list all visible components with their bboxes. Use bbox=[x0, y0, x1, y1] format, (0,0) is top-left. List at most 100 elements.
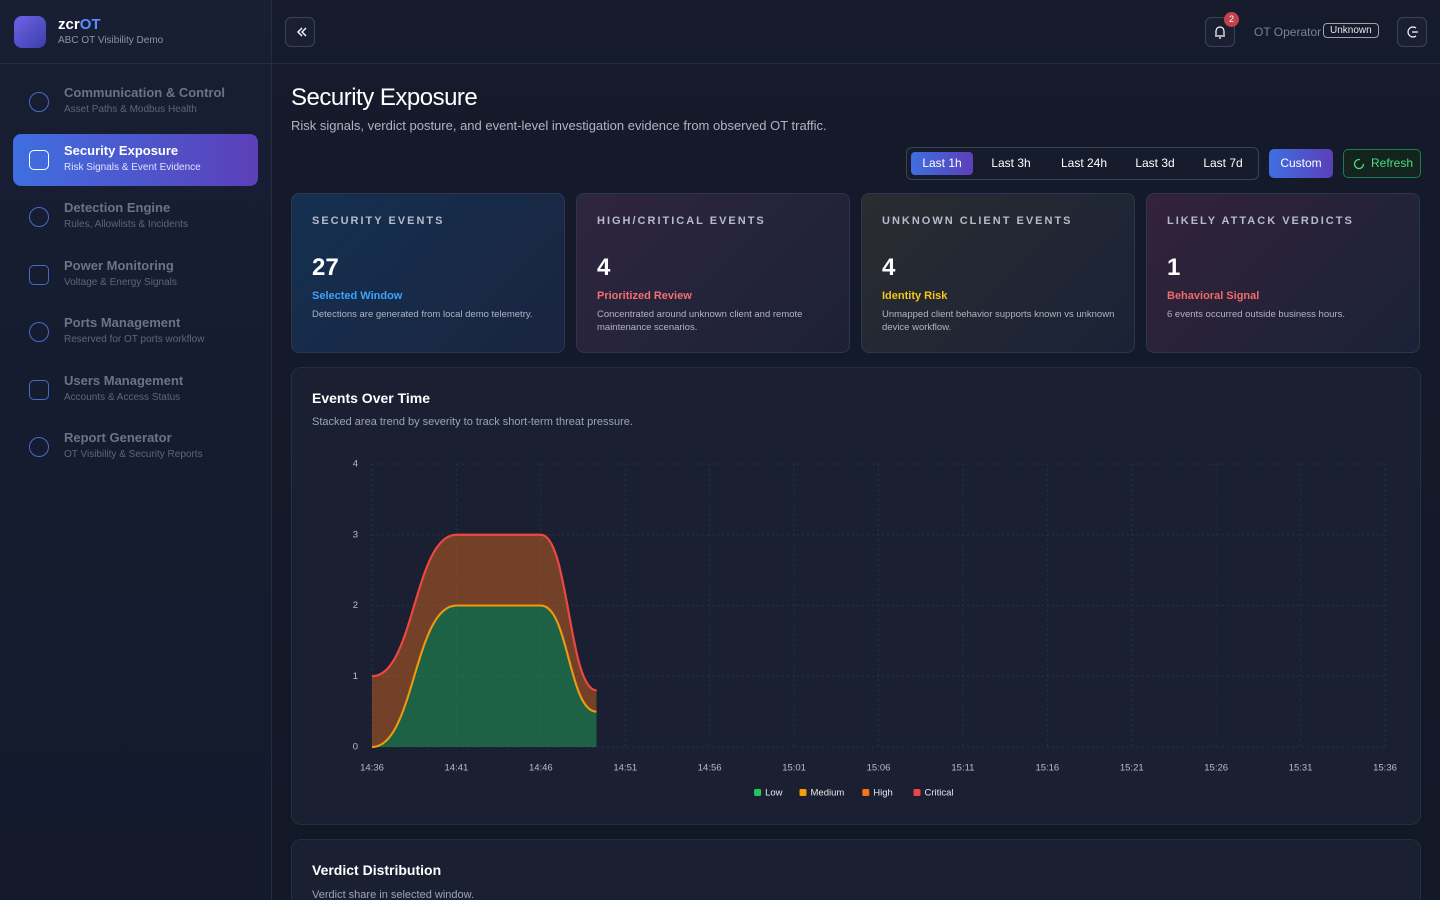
verdict-subtitle: Verdict share in selected window. bbox=[312, 889, 475, 900]
custom-button[interactable]: Custom bbox=[1269, 149, 1333, 178]
chart-title: Events Over Time bbox=[312, 390, 431, 406]
nav-item[interactable]: Detection Engine Rules, Allowlists & Inci… bbox=[13, 191, 258, 243]
page-title: Security Exposure bbox=[291, 84, 478, 111]
area bbox=[372, 534, 597, 747]
nav-subtitle: Risk Signals & Event Evidence bbox=[64, 161, 201, 173]
nav-item[interactable]: Power Monitoring Voltage & Energy Signals bbox=[13, 249, 258, 301]
kpi-value: 4 bbox=[882, 254, 896, 281]
y-tick-label: 0 bbox=[353, 742, 358, 753]
x-tick-label: 15:21 bbox=[1120, 763, 1144, 774]
kpi-card: LIKELY ATTACK VERDICTS 1 Behavioral Signal… bbox=[1146, 193, 1420, 353]
collapse-button[interactable] bbox=[285, 17, 315, 47]
kpi-tag: Identity Risk bbox=[882, 290, 948, 302]
area-line bbox=[371, 604, 597, 748]
y-tick-label: 1 bbox=[353, 671, 358, 682]
y-tick-label: 2 bbox=[353, 600, 358, 611]
time-range-group: Last 1h Last 3h Last 24h Last 3d Last 7d bbox=[906, 147, 1259, 180]
x-tick-label: 14:56 bbox=[698, 763, 722, 774]
kpi-label: SECURITY EVENTS bbox=[312, 215, 445, 227]
legend-swatch bbox=[799, 789, 807, 796]
kpi-card: UNKNOWN CLIENT EVENTS 4 Identity Risk Unmap… bbox=[861, 193, 1135, 353]
logout-button[interactable] bbox=[1397, 17, 1427, 47]
events-chart-card: Events Over Time Stacked area trend by s… bbox=[291, 367, 1421, 825]
user-role: Unknown bbox=[1323, 23, 1379, 38]
area bbox=[372, 605, 597, 747]
legend-swatch bbox=[913, 789, 921, 796]
x-tick-label: 15:11 bbox=[951, 763, 974, 774]
nav-subtitle: OT Visibility & Security Reports bbox=[64, 449, 203, 460]
nav-subtitle: Reserved for OT ports workflow bbox=[64, 334, 205, 345]
kpi-tag: Prioritized Review bbox=[597, 290, 692, 302]
x-tick-label: 15:31 bbox=[1289, 763, 1313, 774]
area-line bbox=[371, 533, 597, 692]
nav-subtitle: Asset Paths & Modbus Health bbox=[64, 104, 197, 115]
kpi-label: UNKNOWN CLIENT EVENTS bbox=[882, 215, 1073, 227]
logout-icon bbox=[1407, 26, 1418, 38]
time-range-button[interactable]: Last 7d bbox=[1203, 156, 1243, 170]
chart-subtitle: Stacked area trend by severity to track … bbox=[312, 416, 633, 428]
sidebar: zcrOT ABC OT Visibility Demo Communicati… bbox=[0, 0, 272, 900]
user-name: OT Operator bbox=[1254, 25, 1322, 39]
notifications-button[interactable] bbox=[1205, 17, 1235, 47]
bell-icon bbox=[1215, 26, 1225, 39]
nav-item[interactable]: Report Generator OT Visibility & Security… bbox=[13, 421, 258, 473]
kpi-card: SECURITY EVENTS 27 Selected Window Detectio… bbox=[291, 193, 565, 353]
brand-name-main: zcr bbox=[58, 16, 80, 33]
nav-subtitle: Voltage & Energy Signals bbox=[64, 276, 177, 288]
kpi-value: 4 bbox=[597, 254, 611, 281]
nav-title: Security Exposure bbox=[64, 142, 179, 158]
nav-title: Power Monitoring bbox=[64, 257, 174, 273]
x-tick-label: 15:26 bbox=[1204, 763, 1228, 774]
time-range-button[interactable]: Last 1h bbox=[911, 152, 973, 175]
kpi-note: Concentrated around unknown client and r… bbox=[597, 309, 803, 333]
nav-item[interactable]: Communication & Control Asset Paths & Mod… bbox=[13, 76, 258, 128]
verdict-title: Verdict Distribution bbox=[312, 862, 442, 878]
nav-title: Ports Management bbox=[64, 315, 181, 330]
legend-label: High bbox=[873, 788, 893, 799]
x-tick-label: 14:41 bbox=[445, 763, 469, 774]
refresh-button[interactable]: Refresh bbox=[1343, 149, 1421, 178]
nav-icon bbox=[29, 322, 49, 342]
legend-swatch bbox=[754, 789, 762, 796]
nav-title: Communication & Control bbox=[64, 85, 226, 100]
brand-accent: OT bbox=[79, 16, 101, 33]
kpi-note: Unmapped client behavior supports known … bbox=[882, 309, 1115, 333]
nav-title: Report Generator bbox=[64, 430, 172, 445]
brand-name: zcrOT bbox=[58, 16, 101, 33]
nav-item[interactable]: Security Exposure Risk Signals & Event Ev… bbox=[13, 133, 258, 186]
topbar bbox=[272, 0, 1440, 64]
nav-icon bbox=[29, 149, 49, 170]
page-subtitle: Risk signals, verdict posture, and event… bbox=[291, 118, 827, 133]
x-tick-label: 15:36 bbox=[1373, 763, 1397, 774]
y-tick-label: 3 bbox=[353, 529, 358, 540]
nav-icon bbox=[29, 379, 49, 400]
time-range-button[interactable]: Last 3d bbox=[1135, 156, 1175, 170]
notification-count: 2 bbox=[1224, 12, 1239, 27]
nav-icon bbox=[29, 437, 49, 457]
kpi-note: 6 events occurred outside business hours… bbox=[1167, 309, 1345, 320]
kpi-label: LIKELY ATTACK VERDICTS bbox=[1167, 215, 1354, 227]
kpi-tag: Behavioral Signal bbox=[1167, 290, 1260, 302]
nav-icon bbox=[29, 264, 49, 285]
nav-subtitle: Accounts & Access Status bbox=[64, 391, 181, 403]
x-tick-label: 15:16 bbox=[1035, 763, 1059, 774]
time-range-button[interactable]: Last 24h bbox=[1060, 156, 1108, 170]
nav-item[interactable]: Ports Management Reserved for OT ports wo… bbox=[13, 306, 258, 358]
verdict-card: Verdict Distribution Verdict share in se… bbox=[291, 839, 1421, 900]
refresh-label: Refresh bbox=[1371, 156, 1414, 170]
kpi-tag: Selected Window bbox=[312, 290, 403, 302]
refresh-icon bbox=[1353, 158, 1365, 170]
kpi-label: HIGH/CRITICAL EVENTS bbox=[597, 215, 766, 227]
time-range-button[interactable]: Last 3h bbox=[991, 156, 1031, 170]
brand: zcrOT ABC OT Visibility Demo bbox=[0, 0, 271, 64]
x-tick-label: 14:46 bbox=[529, 763, 553, 774]
chart: 0 1 2 3 4 14:36 14:41 14:46 14:51 14:56 15:01 15:06… bbox=[353, 459, 1397, 799]
nav-icon bbox=[29, 92, 49, 112]
legend-label: Medium bbox=[811, 788, 845, 799]
brand-subtitle: ABC OT Visibility Demo bbox=[58, 35, 164, 46]
legend-label: Critical bbox=[925, 788, 954, 799]
x-tick-label: 14:51 bbox=[613, 763, 637, 774]
nav-item[interactable]: Users Management Accounts & Access Status bbox=[13, 364, 258, 416]
x-tick-label: 15:06 bbox=[867, 763, 891, 774]
